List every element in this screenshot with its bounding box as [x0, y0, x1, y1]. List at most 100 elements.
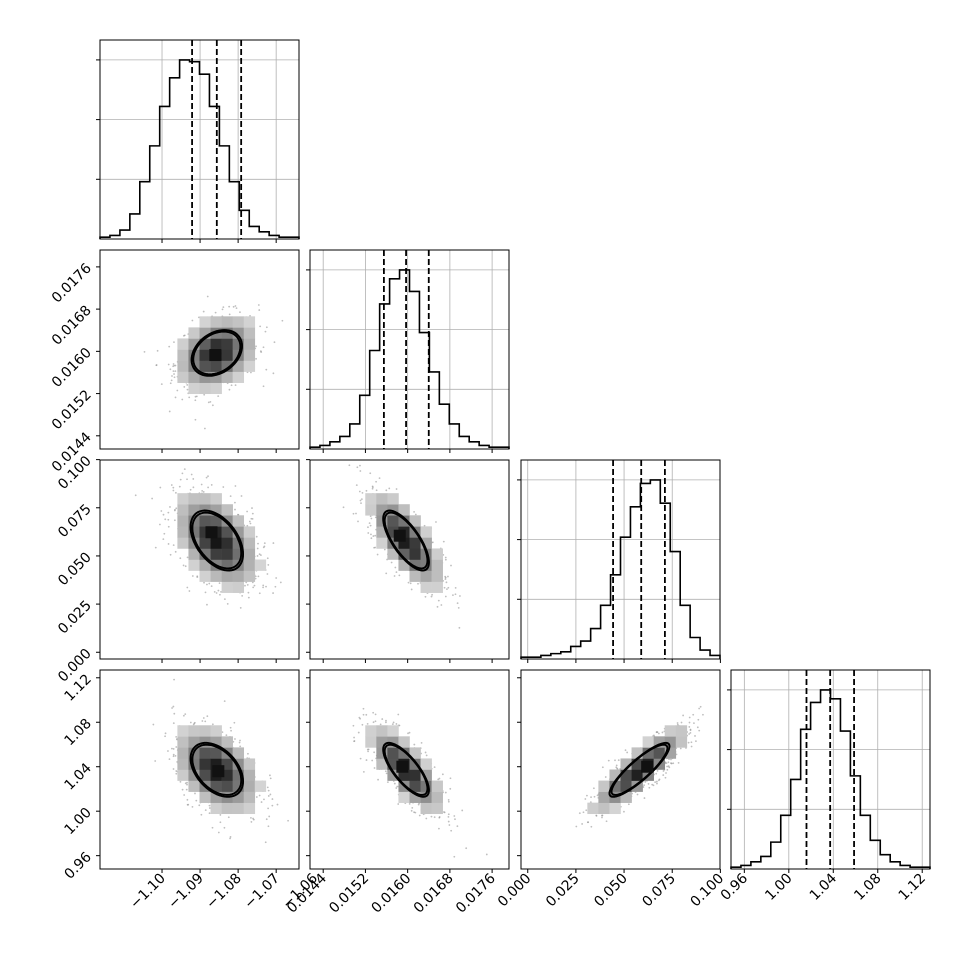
scatter-point — [267, 564, 270, 566]
scatter-point — [228, 313, 231, 316]
scatter-point — [193, 721, 196, 724]
scatter-point — [240, 495, 243, 497]
scatter-point — [248, 520, 251, 523]
scatter-point — [373, 751, 376, 754]
scatter-point — [143, 350, 146, 353]
contour-line — [191, 743, 243, 796]
density-cell — [431, 791, 443, 803]
density-cell — [409, 559, 421, 571]
density-cell — [188, 327, 200, 339]
scatter-point — [168, 758, 171, 761]
scatter-point — [395, 787, 398, 789]
scatter-point — [617, 759, 620, 762]
scatter-point — [372, 711, 375, 714]
scatter-point — [234, 305, 237, 307]
scatter-point — [424, 751, 427, 754]
density-cell — [387, 747, 399, 759]
scatter-point — [614, 759, 616, 762]
scatter-point — [271, 804, 274, 807]
density-cell — [609, 802, 621, 815]
density-cell — [420, 791, 432, 803]
density-cell — [177, 515, 189, 527]
scatter-point — [259, 325, 262, 328]
density-cell — [653, 747, 666, 759]
scatter-point — [230, 729, 232, 732]
scatter-point — [274, 585, 277, 588]
scatter-point — [272, 592, 274, 594]
scatter-point — [239, 311, 241, 314]
scatter-point — [172, 705, 175, 708]
scatter-point — [172, 489, 175, 492]
density-cell — [188, 382, 200, 395]
scatter-point — [584, 798, 587, 800]
scatter-point — [665, 772, 667, 774]
scatter-point — [386, 781, 389, 784]
scatter-point — [425, 754, 428, 757]
scatter-point — [391, 723, 394, 726]
density-cell — [598, 802, 610, 815]
scatter-point — [667, 761, 670, 764]
density-cell — [199, 570, 211, 582]
scatter-point — [169, 506, 171, 508]
scatter-point — [167, 750, 169, 752]
scatter-point — [181, 788, 184, 791]
density-cell — [398, 769, 410, 781]
density-cell — [177, 769, 189, 781]
scatter-point — [174, 550, 177, 553]
scatter-point — [223, 598, 226, 601]
density-cell — [232, 780, 245, 792]
scatter-point — [273, 341, 276, 344]
scatter-point — [654, 781, 657, 784]
density-cell — [587, 802, 599, 815]
scatter-point — [693, 722, 695, 725]
density-cell — [387, 515, 399, 527]
scatter-point — [174, 396, 177, 399]
density-cell — [387, 725, 399, 737]
density-cell — [653, 736, 666, 748]
scatter-point — [692, 713, 695, 716]
scatter-point — [172, 363, 175, 365]
density-cell — [398, 515, 410, 527]
density-cell — [188, 371, 200, 383]
density-peak — [393, 529, 406, 542]
x-tick-label: 1.00 — [762, 871, 795, 904]
density-cell — [420, 537, 432, 549]
pair-panel-2-1 — [342, 464, 461, 629]
scatter-point — [257, 304, 260, 306]
scatter-point — [222, 306, 225, 309]
scatter-point — [183, 468, 186, 470]
x-tick-label: 0.0168 — [411, 871, 457, 917]
scatter-point — [271, 798, 274, 800]
scatter-point — [200, 483, 203, 486]
scatter-point — [702, 713, 704, 716]
scatter-point — [191, 806, 194, 808]
scatter-point — [374, 546, 377, 549]
scatter-point — [269, 793, 272, 796]
scatter-point — [396, 785, 399, 788]
scatter-point — [362, 707, 365, 710]
scatter-point — [260, 351, 263, 353]
scatter-point — [694, 735, 696, 737]
scatter-point — [182, 714, 185, 717]
scatter-point — [162, 538, 165, 540]
scatter-point — [436, 605, 439, 608]
density-cell — [365, 493, 377, 505]
scatter-point — [352, 512, 355, 515]
scatter-point — [368, 522, 371, 525]
scatter-point — [454, 586, 457, 589]
scatter-point — [163, 532, 166, 535]
density-cell — [177, 758, 189, 770]
scatter-point — [670, 762, 672, 765]
scatter-point — [456, 825, 459, 828]
scatter-point — [211, 826, 214, 829]
histogram-0 — [99, 59, 300, 239]
scatter-point — [699, 705, 702, 708]
density-cell — [409, 791, 421, 803]
scatter-point — [408, 803, 411, 805]
density-cell — [431, 548, 443, 560]
scatter-point — [370, 517, 373, 520]
density-cell — [609, 769, 621, 781]
scatter-point — [417, 582, 419, 585]
scatter-point — [250, 371, 252, 374]
